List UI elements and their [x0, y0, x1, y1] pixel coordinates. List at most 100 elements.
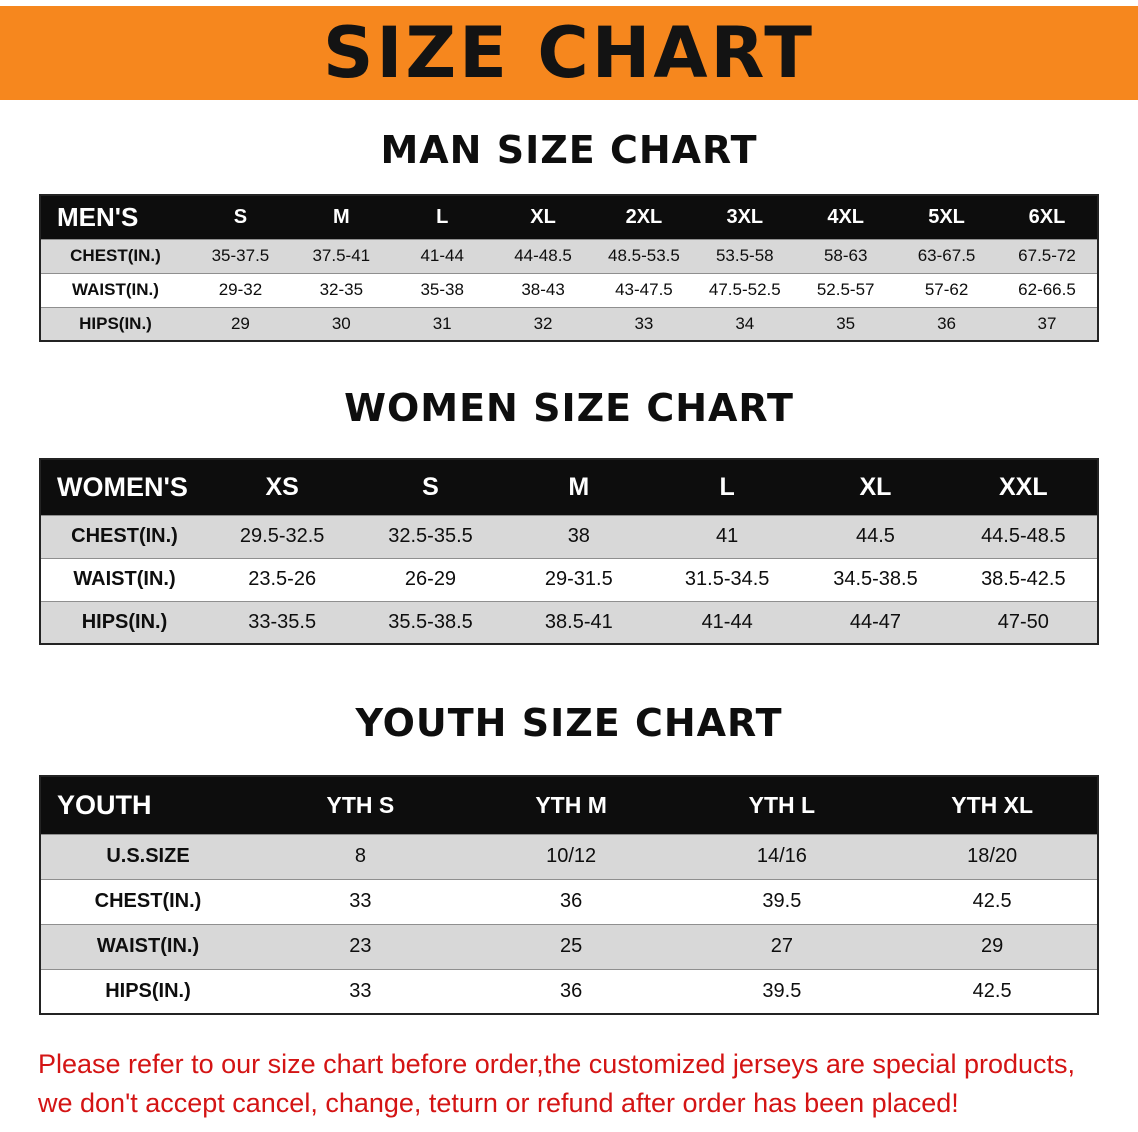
size-value-cell: 39.5 — [762, 890, 802, 912]
size-value-cell: 43-47.5 — [615, 280, 673, 299]
size-value-cell: 36 — [937, 313, 957, 333]
size-header-cell: XS — [265, 472, 299, 501]
size-value-cell: 8 — [354, 845, 366, 867]
youth-size-table: YOUTH YTH S YTH M YTH L YTH XL U.S.SIZE 8 10/12… — [39, 775, 1099, 1015]
women-size-section: WOMEN SIZE CHART WOMEN'S XS S M L XL XXL CHEST(… — [0, 386, 1138, 645]
size-value-cell: 44-48.5 — [514, 246, 572, 265]
size-value-cell: 47-50 — [997, 610, 1049, 633]
size-value-cell: 57-62 — [924, 280, 969, 299]
size-value-cell: 38 — [567, 525, 590, 547]
size-value-cell: 30 — [331, 313, 351, 333]
men-size-table: MEN'S S M L XL 2XL 3XL 4XL 5XL 6XL CHEST(IN.) 35-37… — [39, 194, 1099, 342]
size-header-cell: 4XL — [827, 205, 865, 228]
men-size-section: MAN SIZE CHART MEN'S S M L XL 2XL 3XL 4XL 5XL 6XL… — [0, 128, 1138, 342]
row-label: HIPS(IN.) — [79, 313, 152, 333]
size-value-cell: 25 — [560, 935, 583, 957]
size-header-cell: YTH S — [326, 791, 395, 818]
size-value-cell: 58-63 — [823, 246, 868, 265]
table-row: CHEST(IN.) 33 36 39.5 42.5 — [40, 879, 1098, 924]
size-value-cell: 29 — [981, 935, 1004, 957]
content: MAN SIZE CHART MEN'S S M L XL 2XL 3XL 4XL 5XL 6XL… — [0, 128, 1138, 1015]
size-value-cell: 38-43 — [521, 280, 565, 299]
row-label: HIPS(IN.) — [81, 610, 168, 633]
size-value-cell: 35.5-38.5 — [388, 610, 473, 633]
page-title: SIZE CHART — [322, 12, 816, 94]
size-header-cell: M — [332, 205, 350, 228]
row-label: WAIST(IN.) — [72, 280, 159, 299]
size-header-cell: YTH M — [535, 791, 607, 818]
footer-notice: Please refer to our size chart before or… — [0, 1045, 1138, 1123]
size-value-cell: 62-66.5 — [1018, 280, 1076, 299]
banner: SIZE CHART — [0, 6, 1138, 100]
women-size-table: WOMEN'S XS S M L XL XXL CHEST(IN.) 29.5-32.5 32.5… — [39, 458, 1099, 645]
table-header-row: MEN'S S M L XL 2XL 3XL 4XL 5XL 6XL — [40, 195, 1098, 239]
size-value-cell: 31.5-34.5 — [684, 568, 770, 590]
size-value-cell: 33-35.5 — [248, 610, 317, 633]
table-header-row: WOMEN'S XS S M L XL XXL — [40, 459, 1098, 515]
size-value-cell: 18/20 — [967, 845, 1018, 867]
size-header-cell: 2XL — [625, 205, 663, 228]
size-header-cell: XL — [530, 205, 556, 228]
size-value-cell: 37 — [1037, 313, 1057, 333]
size-value-cell: 32-35 — [319, 280, 364, 299]
size-header-cell: L — [436, 205, 449, 228]
size-value-cell: 14/16 — [756, 845, 807, 867]
size-value-cell: 52.5-57 — [816, 280, 875, 299]
table-row: HIPS(IN.) 33-35.5 35.5-38.5 38.5-41 41-44 44-… — [40, 601, 1098, 644]
size-header-cell: 5XL — [928, 205, 965, 228]
size-header-cell: M — [568, 472, 590, 501]
row-label: HIPS(IN.) — [105, 979, 191, 1002]
size-value-cell: 44.5 — [856, 525, 895, 547]
size-header-cell: 3XL — [726, 205, 764, 228]
women-chart-heading: WOMEN SIZE CHART — [344, 386, 794, 430]
size-value-cell: 34.5-38.5 — [833, 568, 918, 590]
size-value-cell: 38.5-42.5 — [981, 568, 1066, 590]
size-value-cell: 48.5-53.5 — [608, 246, 680, 265]
size-value-cell: 41 — [716, 525, 739, 547]
table-title-cell: YOUTH — [57, 789, 152, 820]
table-row: HIPS(IN.) 29 30 31 32 33 34 35 36 37 — [40, 307, 1098, 341]
size-value-cell: 23.5-26 — [248, 568, 317, 590]
size-header-cell: XXL — [999, 472, 1048, 501]
size-value-cell: 29-32 — [218, 280, 263, 299]
table-title-cell: WOMEN'S — [57, 471, 188, 502]
size-value-cell: 41-44 — [701, 610, 753, 633]
size-value-cell: 44-47 — [849, 610, 902, 633]
size-header-cell: L — [719, 472, 735, 501]
size-value-cell: 63-67.5 — [917, 246, 976, 265]
size-value-cell: 44.5-48.5 — [981, 525, 1066, 547]
size-value-cell: 31 — [432, 313, 452, 333]
notice-line-1: Please refer to our size chart before or… — [38, 1049, 1076, 1079]
size-value-cell: 37.5-41 — [312, 246, 371, 265]
size-value-cell: 23 — [349, 935, 372, 957]
table-row: CHEST(IN.) 29.5-32.5 32.5-35.5 38 41 44.5 44.5… — [40, 515, 1098, 558]
youth-size-section: YOUTH SIZE CHART YOUTH YTH S YTH M YTH L YTH… — [0, 701, 1138, 1015]
size-header-cell: YTH L — [748, 791, 816, 818]
notice-line-2: we don't accept cancel, change, teturn o… — [38, 1088, 959, 1119]
size-value-cell: 35-37.5 — [211, 246, 270, 265]
size-value-cell: 47.5-52.5 — [708, 280, 781, 299]
size-value-cell: 29 — [230, 313, 250, 333]
size-value-cell: 42.5 — [972, 979, 1012, 1002]
size-header-cell: S — [422, 472, 439, 501]
size-value-cell: 26-29 — [404, 568, 457, 590]
row-label: U.S.SIZE — [106, 845, 190, 867]
table-row: WAIST(IN.) 23.5-26 26-29 29-31.5 31.5-34.5 34… — [40, 558, 1098, 601]
size-value-cell: 36 — [560, 979, 583, 1002]
size-value-cell: 10/12 — [546, 845, 597, 867]
size-value-cell: 33 — [349, 979, 372, 1002]
size-header-cell: YTH XL — [951, 791, 1034, 818]
size-value-cell: 53.5-58 — [715, 246, 774, 265]
size-header-cell: XL — [859, 472, 892, 501]
size-value-cell: 29.5-32.5 — [239, 525, 325, 547]
size-value-cell: 36 — [560, 890, 583, 912]
table-row: WAIST(IN.) 29-32 32-35 35-38 38-43 43-47.5 47.… — [40, 273, 1098, 307]
size-value-cell: 32.5-35.5 — [388, 525, 473, 547]
size-header-cell: 6XL — [1028, 205, 1066, 228]
table-row: WAIST(IN.) 23 25 27 29 — [40, 924, 1098, 969]
size-value-cell: 41-44 — [420, 246, 464, 265]
table-header-row: YOUTH YTH S YTH M YTH L YTH XL — [40, 776, 1098, 834]
row-label: WAIST(IN.) — [96, 935, 200, 957]
size-value-cell: 39.5 — [762, 979, 802, 1002]
